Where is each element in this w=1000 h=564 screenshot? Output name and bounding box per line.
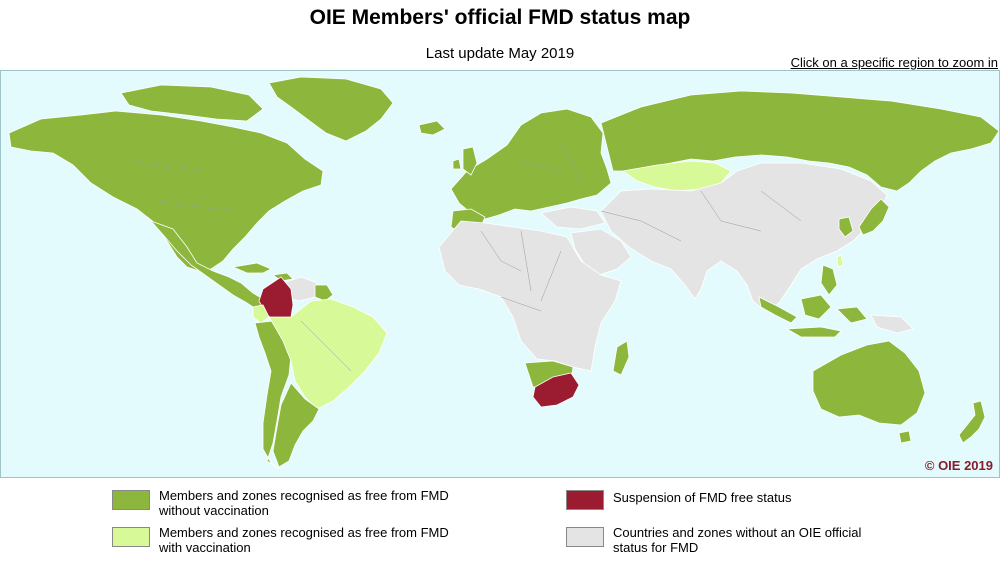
legend-line: status for FMD	[613, 540, 699, 555]
region-madagascar[interactable]	[612, 340, 630, 376]
region-iceland[interactable]	[418, 120, 446, 136]
legend-no-status: Countries and zones without an OIE offic…	[566, 525, 861, 555]
legend-free-without-vaccination: Members and zones recognised as free fro…	[112, 488, 449, 518]
legend-swatch-dark-green	[112, 490, 150, 510]
region-africa[interactable]	[438, 220, 622, 372]
legend-label: Members and zones recognised as free fro…	[159, 525, 449, 555]
region-south-africa[interactable]	[532, 372, 580, 408]
legend-line: Suspension of FMD free status	[613, 490, 792, 505]
region-caribbean[interactable]	[231, 262, 294, 282]
legend-line: Members and zones recognised as free fro…	[159, 525, 449, 540]
region-uk-ireland[interactable]	[452, 146, 478, 176]
legend-swatch-red	[566, 490, 604, 510]
legend-swatch-grey	[566, 527, 604, 547]
region-australia[interactable]	[812, 340, 926, 426]
region-north-america[interactable]	[8, 110, 324, 272]
region-turkey[interactable]	[540, 206, 606, 230]
region-greenland[interactable]	[268, 76, 394, 142]
region-tasmania[interactable]	[898, 430, 912, 444]
legend-line: with vaccination	[159, 540, 251, 555]
region-philippines[interactable]	[820, 264, 838, 296]
legend-label: Countries and zones without an OIE offic…	[613, 525, 861, 555]
region-korea[interactable]	[838, 216, 854, 238]
region-brazil[interactable]	[268, 298, 388, 410]
legend-line: without vaccination	[159, 503, 269, 518]
world-map[interactable]: © OIE 2019	[0, 70, 1000, 478]
region-arctic-islands[interactable]	[120, 84, 264, 122]
map-title: OIE Members' official FMD status map	[309, 6, 691, 29]
legend-label: Members and zones recognised as free fro…	[159, 488, 449, 518]
legend-line: Countries and zones without an OIE offic…	[613, 525, 862, 540]
map-subtitle: Last update May 2019	[425, 45, 575, 62]
region-guianas[interactable]	[314, 284, 334, 302]
region-europe[interactable]	[450, 108, 612, 220]
region-indonesia[interactable]	[758, 294, 868, 338]
region-arabia[interactable]	[570, 228, 632, 276]
region-japan[interactable]	[858, 198, 890, 236]
region-papua[interactable]	[870, 314, 914, 334]
zoom-hint-link[interactable]: Click on a specific region to zoom in	[790, 55, 998, 70]
legend-label: Suspension of FMD free status	[613, 488, 791, 505]
region-asia[interactable]	[600, 162, 888, 312]
region-ecuador[interactable]	[252, 304, 270, 324]
region-taiwan[interactable]	[836, 254, 844, 268]
legend-suspension: Suspension of FMD free status	[566, 488, 791, 510]
world-map-svg[interactable]	[1, 71, 999, 477]
legend-free-with-vaccination: Members and zones recognised as free fro…	[112, 525, 449, 555]
legend-line: Members and zones recognised as free fro…	[159, 488, 449, 503]
region-argentina[interactable]	[272, 382, 320, 468]
region-russia[interactable]	[600, 90, 999, 192]
legend-swatch-light-green	[112, 527, 150, 547]
country-borders	[128, 140, 802, 372]
region-new-zealand[interactable]	[958, 400, 986, 444]
map-copyright: © OIE 2019	[924, 458, 993, 473]
